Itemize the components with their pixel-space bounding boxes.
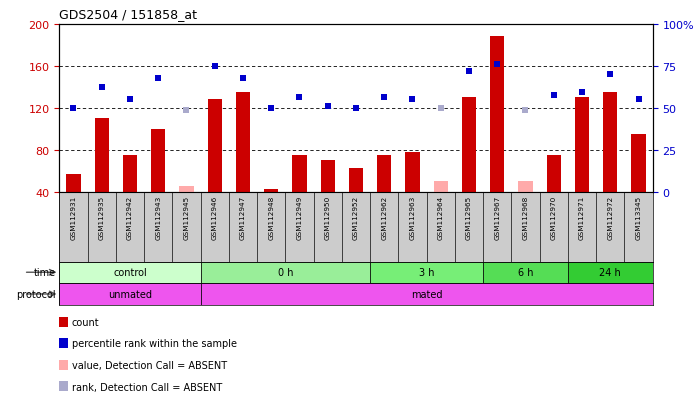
- Bar: [313, 192, 342, 262]
- Bar: [370, 192, 399, 262]
- Text: rank, Detection Call = ABSENT: rank, Detection Call = ABSENT: [72, 382, 222, 392]
- Bar: [547, 155, 560, 192]
- Text: mated: mated: [411, 289, 443, 299]
- Text: percentile rank within the sample: percentile rank within the sample: [72, 339, 237, 349]
- Bar: [116, 192, 144, 262]
- Text: GSM112971: GSM112971: [579, 196, 585, 240]
- Text: 24 h: 24 h: [600, 268, 621, 278]
- Text: GSM112963: GSM112963: [410, 196, 415, 240]
- Text: GSM112962: GSM112962: [381, 196, 387, 240]
- Bar: [87, 192, 116, 262]
- Text: GSM112965: GSM112965: [466, 196, 472, 240]
- Text: time: time: [34, 268, 56, 278]
- Text: 0 h: 0 h: [278, 268, 293, 278]
- Text: GSM112942: GSM112942: [127, 196, 133, 240]
- Text: GSM112967: GSM112967: [494, 196, 500, 240]
- Text: GSM113345: GSM113345: [635, 196, 641, 240]
- Bar: [172, 192, 200, 262]
- Bar: [342, 192, 370, 262]
- Bar: [632, 135, 646, 192]
- Text: 6 h: 6 h: [518, 268, 533, 278]
- Bar: [151, 129, 165, 192]
- Bar: [292, 155, 306, 192]
- Bar: [320, 161, 335, 192]
- Text: control: control: [113, 268, 147, 278]
- Bar: [483, 262, 568, 283]
- Bar: [59, 192, 87, 262]
- Bar: [575, 98, 589, 192]
- Text: count: count: [72, 317, 100, 327]
- Bar: [285, 192, 313, 262]
- Text: GSM112964: GSM112964: [438, 196, 444, 240]
- Bar: [66, 174, 80, 192]
- Bar: [433, 182, 448, 192]
- Text: GSM112935: GSM112935: [98, 196, 105, 240]
- Bar: [123, 155, 137, 192]
- Text: GSM112952: GSM112952: [353, 196, 359, 240]
- Bar: [512, 192, 540, 262]
- Bar: [603, 93, 617, 192]
- Text: unmated: unmated: [108, 289, 152, 299]
- Text: GSM112946: GSM112946: [211, 196, 218, 240]
- Text: GSM112949: GSM112949: [297, 196, 302, 240]
- Bar: [406, 152, 419, 192]
- Bar: [200, 283, 653, 306]
- Bar: [490, 37, 504, 192]
- Bar: [59, 283, 200, 306]
- Text: GDS2504 / 151858_at: GDS2504 / 151858_at: [59, 8, 198, 21]
- Text: GSM112948: GSM112948: [268, 196, 274, 240]
- Bar: [462, 98, 476, 192]
- Bar: [144, 192, 172, 262]
- Bar: [625, 192, 653, 262]
- Bar: [455, 192, 483, 262]
- Bar: [264, 190, 279, 192]
- Bar: [519, 182, 533, 192]
- Bar: [568, 192, 596, 262]
- Bar: [377, 155, 392, 192]
- Text: value, Detection Call = ABSENT: value, Detection Call = ABSENT: [72, 360, 227, 370]
- Bar: [59, 262, 200, 283]
- Bar: [95, 119, 109, 192]
- Text: GSM112943: GSM112943: [155, 196, 161, 240]
- Text: GSM112947: GSM112947: [240, 196, 246, 240]
- Text: GSM112968: GSM112968: [523, 196, 528, 240]
- Bar: [426, 192, 455, 262]
- Bar: [207, 100, 222, 192]
- Bar: [399, 192, 426, 262]
- Text: GSM112970: GSM112970: [551, 196, 557, 240]
- Text: GSM112972: GSM112972: [607, 196, 614, 240]
- Bar: [568, 262, 653, 283]
- Text: GSM112931: GSM112931: [70, 196, 77, 240]
- Text: 3 h: 3 h: [419, 268, 434, 278]
- Text: protocol: protocol: [16, 289, 56, 299]
- Bar: [257, 192, 285, 262]
- Bar: [370, 262, 483, 283]
- Bar: [200, 192, 229, 262]
- Bar: [229, 192, 257, 262]
- Text: GSM112945: GSM112945: [184, 196, 189, 240]
- Text: GSM112950: GSM112950: [325, 196, 331, 240]
- Bar: [236, 93, 250, 192]
- Bar: [596, 192, 625, 262]
- Bar: [179, 187, 193, 192]
- Bar: [200, 262, 370, 283]
- Bar: [540, 192, 568, 262]
- Bar: [349, 169, 363, 192]
- Bar: [483, 192, 512, 262]
